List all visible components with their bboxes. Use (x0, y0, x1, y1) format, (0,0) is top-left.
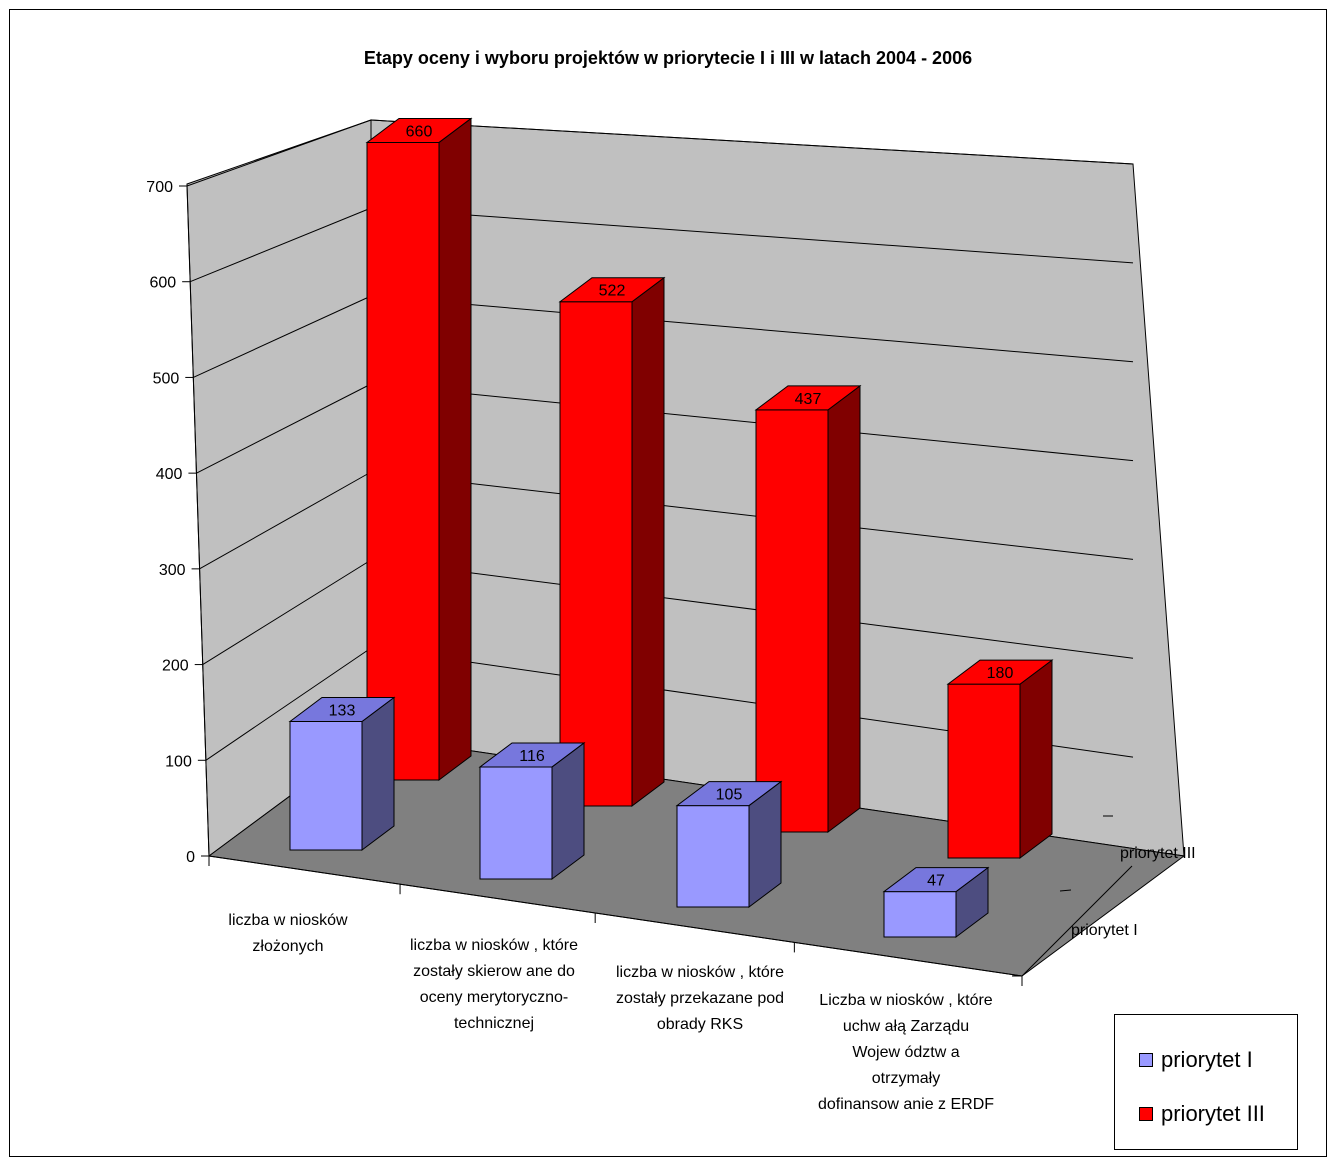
bar-priorytet-iii-1-top (558, 277, 666, 303)
bar-priorytet-i-1-top (478, 742, 586, 768)
bar-priorytet-iii-1-value-label: 522 (599, 283, 626, 300)
legend-label-priorytet-iii: priorytet III (1161, 1101, 1265, 1126)
gridline-back (370, 207, 1134, 264)
category-label: liczba w niosków , które (616, 964, 784, 981)
y-axis (186, 185, 210, 857)
y-tick-label: 100 (165, 753, 192, 770)
legend-item-priorytet-iii: priorytet III (1139, 1101, 1265, 1127)
gridline-back (370, 295, 1134, 363)
legend-swatch-priorytet-iii (1139, 1107, 1153, 1121)
category-label: zostały skierow ane do (413, 963, 575, 980)
bar-priorytet-i-0-value-label: 133 (329, 703, 356, 720)
gridline-back (370, 559, 1134, 659)
legend-item-priorytet-i: priorytet I (1139, 1047, 1253, 1073)
bar-priorytet-i-0-top (288, 697, 396, 723)
bar-priorytet-iii-2-top (754, 385, 862, 411)
bar-priorytet-i-1-value-label: 116 (519, 748, 545, 765)
chart-title: Etapy oceny i wyboru projektów w prioryt… (364, 48, 972, 68)
category-label: technicznej (454, 1015, 534, 1032)
gridline-side (199, 471, 372, 570)
bar-priorytet-iii-1-side (631, 276, 665, 807)
bar-priorytet-iii-0-top (365, 117, 473, 143)
y-tick-label: 600 (149, 275, 176, 292)
gridline-side (196, 383, 372, 474)
bar-priorytet-iii-3-side (1019, 659, 1053, 859)
bar-priorytet-iii-2-front (755, 409, 829, 833)
bars (288, 117, 1054, 938)
gridline-back (370, 119, 1134, 165)
gridline-side (193, 295, 372, 378)
gridline-back (370, 383, 1134, 462)
category-label: zostały przekazane pod (616, 990, 784, 1007)
axes (179, 185, 1133, 986)
bar-priorytet-i-0-side (361, 696, 395, 851)
y-tick-label: 300 (159, 562, 186, 579)
labels: 0 100 200 300 400 500 600 700 priorytet III prior… (146, 123, 1195, 1113)
legend-swatch-priorytet-i (1139, 1053, 1153, 1067)
category-label: liczba w niosków (228, 912, 348, 929)
depth-label: priorytet I (1071, 922, 1138, 939)
bar-priorytet-i-2-front (676, 805, 750, 908)
gridline-back (370, 471, 1134, 560)
x-axis (208, 855, 1023, 977)
legend: priorytet I priorytet III (1114, 1014, 1298, 1150)
category-label: Wojew ództw a (852, 1044, 959, 1061)
category-label: dofinansow anie z ERDF (818, 1096, 994, 1113)
depth-tick-mark (1059, 889, 1072, 892)
category-label: obrady RKS (657, 1016, 743, 1033)
bar-priorytet-iii-1-front (559, 301, 633, 807)
bar-priorytet-i-3-value-label: 47 (927, 873, 945, 890)
bar-priorytet-i-2-top (675, 781, 783, 807)
category-label: oceny merytoryczno- (420, 989, 569, 1006)
gridline-side (189, 207, 372, 283)
bar-priorytet-i-2-value-label: 105 (716, 787, 743, 804)
y-tick-label: 400 (156, 466, 183, 483)
bar-priorytet-iii-3-front (947, 683, 1021, 859)
category-label: otrzymały (872, 1070, 940, 1087)
bar-priorytet-iii-3-value-label: 180 (987, 665, 1014, 682)
bar-priorytet-iii-0-side (438, 117, 472, 781)
y-tick-label: 200 (162, 658, 189, 675)
bar-priorytet-iii-0-value-label: 660 (406, 123, 433, 140)
depth-label: priorytet III (1120, 845, 1196, 862)
gridline-side (202, 559, 372, 665)
bar-priorytet-i-1-front (479, 766, 553, 880)
y-tick-label: 500 (153, 370, 180, 387)
bar-priorytet-iii-2-value-label: 437 (795, 391, 822, 408)
legend-label-priorytet-i: priorytet I (1161, 1047, 1253, 1072)
bar-priorytet-i-0-front (289, 721, 363, 851)
bar-priorytet-i-3-top (882, 867, 990, 893)
gridline-side (205, 647, 372, 761)
bar-priorytet-i-3-front (883, 891, 957, 938)
gridline-side (186, 119, 372, 187)
bar-priorytet-iii-2-side (827, 384, 861, 833)
category-label: liczba w niosków , które (410, 937, 578, 954)
y-tick-label: 700 (146, 179, 173, 196)
category-label: Liczba w niosków , które (819, 992, 993, 1009)
category-label: złożonych (252, 938, 323, 955)
bar-priorytet-iii-3-top (946, 659, 1054, 685)
category-label: uchw ałą Zarządu (843, 1018, 969, 1035)
bar-priorytet-iii-0-front (366, 141, 440, 781)
y-tick-label: 0 (186, 849, 195, 866)
depth-axis (1021, 865, 1133, 977)
